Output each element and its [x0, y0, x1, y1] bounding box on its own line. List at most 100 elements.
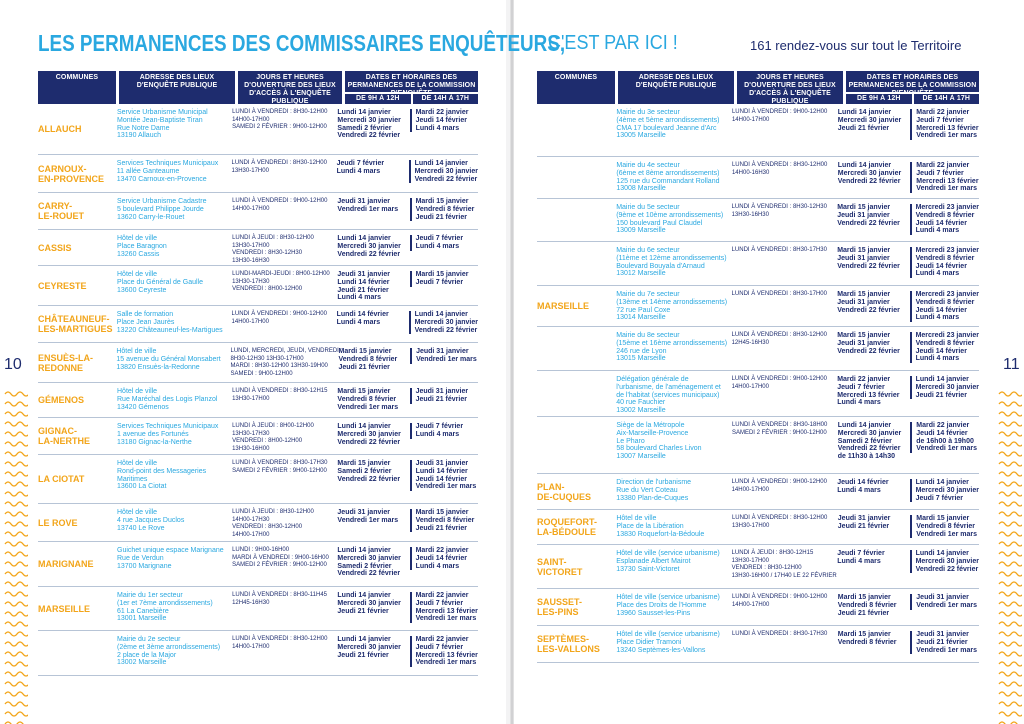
opening-hours-cell-line: LUNDI À VENDREDI : 8H30-12H00 [731, 515, 828, 521]
afternoon-dates-cell: Lundi 14 janvier Mercredi 30 janvier Jeudi… [909, 376, 979, 400]
afternoon-dates-cell-line: Vendredi 1er mars [916, 185, 977, 193]
opening-hours-cell-line: 14H00-17H00 [232, 116, 270, 123]
opening-hours-cell-line: 14H00-16H30 [731, 169, 770, 176]
morning-dates-cell-line: Mardi 15 janvier [337, 460, 391, 467]
afternoon-dates-cell-line: Vendredi 1er mars [916, 445, 977, 453]
address-cell: Hôtel de ville 4 rue Jacques Duclos 13740 … [117, 504, 232, 541]
morning-dates-cell: Lundi 14 janvier Mercredi 30 janvier Samed… [337, 542, 409, 586]
morning-dates-cell-line: Jeudi 31 janvier [837, 515, 891, 522]
commune-name: MARSEILLE [38, 587, 117, 630]
afternoon-dates-cell-line: Mercredi 23 janvier [915, 291, 979, 298]
address-cell-line: Place Didier Tramoni [616, 638, 682, 646]
table-row: CARRY- LE-ROUET Service Urbanisme Cadastre… [38, 193, 478, 230]
wave-icon [4, 531, 28, 537]
address-cell-line: (1er et 7ème arrondissements) [117, 599, 213, 607]
address-cell-line: 13380 Plan-de-Cuques [616, 494, 689, 502]
morning-dates-cell: Lundi 14 janvier Mercredi 30 janvier Samed… [838, 417, 911, 473]
address-cell-line: 13730 Saint-Victoret [616, 565, 680, 573]
table-row: MARIGNANE Guichet unique espace Marignane… [38, 542, 478, 587]
afternoon-dates-cell: Lundi 14 janvier Mercredi 30 janvier Vendr… [909, 550, 979, 574]
table-row: CARNOUX- EN-PROVENCE Services Techniques M… [38, 155, 478, 193]
commune-name [537, 242, 616, 285]
address-cell-line: de l'habitat (services municipaux) [616, 391, 720, 399]
address-cell-line: 13002 Marseille [117, 659, 167, 667]
commune-name-line: GIGNAC- [38, 426, 77, 436]
afternoon-dates-cell-line: Vendredi 22 février [414, 175, 478, 183]
morning-dates-cell-line: Lundi 14 janvier [837, 162, 892, 169]
address-cell-line: Esplanade Albert Mairot [616, 557, 691, 565]
commune-name-line: CHÂTEAUNEUF- [38, 314, 110, 324]
afternoon-dates-cell-line: Jeudi 31 janvier [416, 348, 469, 355]
afternoon-dates-cell-line: Vendredi 8 février [915, 211, 975, 219]
morning-dates-cell-line: Vendredi 22 février [837, 306, 900, 314]
opening-hours-cell: LUNDI À VENDREDI : 8H30-12H00 14H00-17H00… [232, 104, 337, 154]
opening-hours-cell-line: LUNDI À JEUDI : 8H00-12H00 [232, 423, 314, 429]
morning-dates-cell: Lundi 14 janvier Mercredi 30 janvier Vendr… [337, 418, 409, 454]
morning-dates-cell: Lundi 14 janvier Mercredi 30 janvier Samed… [337, 104, 409, 154]
opening-hours-cell-line: 13H30-17H30 [232, 278, 270, 285]
address-cell-line: Aix-Marseille-Provence [616, 429, 689, 437]
morning-dates-cell-line: Jeudi 21 février [337, 651, 389, 659]
opening-hours-cell-line: LUNDI, MERCREDI, JEUDI, VENDREDI : [230, 348, 343, 354]
address-cell-line: 15 avenue du Général Monsabert [116, 355, 221, 363]
afternoon-dates-cell-line: Mardi 15 janvier [415, 509, 469, 516]
morning-dates-cell-line: Samedi 2 février [837, 437, 892, 445]
address-cell: Hôtel de ville Rond-point des Messageries… [117, 455, 232, 503]
wave-icon [998, 641, 1022, 647]
afternoon-dates-cell-line: Vendredi 1er mars [415, 483, 477, 491]
morning-dates-cell-line: Vendredi 22 février [837, 262, 900, 270]
address-cell-line: 61 La Canebière [117, 607, 169, 615]
opening-hours-cell: LUNDI À VENDREDI : 9H00-12H00 14H00-17H00 [732, 104, 838, 156]
afternoon-dates-cell-line: Vendredi 22 février [414, 326, 478, 334]
afternoon-dates-cell-line: Jeudi 31 janvier [916, 594, 969, 601]
commune-name-line: CARNOUX- [38, 163, 87, 174]
afternoon-dates-cell-line: Jeudi 7 février [415, 423, 464, 430]
left-page-table: COMMUNES ADRESSE DES LIEUX D'ENQUÊTE PUB… [38, 71, 478, 676]
afternoon-dates-cell-line: Lundi 4 mars [915, 270, 960, 278]
address-cell-line: 13014 Marseille [616, 314, 666, 322]
wave-icon [998, 721, 1018, 724]
col-header-communes: COMMUNES [537, 71, 615, 104]
col-header-am: DE 9H À 12H [345, 94, 411, 104]
morning-dates-cell-line: Lundi 4 mars [337, 294, 381, 302]
address-cell-line: Rue Notre Dame [117, 124, 170, 132]
opening-hours-cell-line: SAMEDI : 9H00-12H00 [230, 370, 293, 377]
wave-icon [998, 511, 1022, 517]
morning-dates-cell-line: Lundi 14 janvier [337, 423, 391, 430]
afternoon-dates-cell: Mercredi 23 janvier Vendredi 8 février Jeu… [909, 247, 979, 279]
morning-dates-cell-line: Lundi 14 janvier [337, 235, 391, 242]
morning-dates-cell-line: Vendredi 22 février [337, 475, 401, 483]
afternoon-dates-cell-line: Mercredi 23 janvier [915, 204, 979, 211]
opening-hours-cell-line: 13H30-17H00 [232, 395, 270, 402]
afternoon-dates-cell-line: Jeudi 7 février [415, 278, 464, 286]
afternoon-dates-cell: Jeudi 31 janvier Jeudi 21 février Vendredi… [910, 631, 979, 655]
afternoon-dates-cell-line: Vendredi 1er mars [916, 530, 977, 538]
address-cell-line: Mairie du 3e secteur [616, 109, 680, 116]
table-row: CASSIS Hôtel de ville Place Baragnon 13260 … [38, 230, 478, 266]
wave-icon [4, 421, 28, 427]
col-header-address: ADRESSE DES LIEUX D'ENQUÊTE PUBLIQUE [618, 71, 734, 104]
opening-hours-cell-line: LUNDI À VENDREDI : 8H30-17H30 [232, 460, 328, 466]
morning-dates-cell-line: Vendredi 22 février [337, 132, 401, 140]
afternoon-dates-cell-line: Jeudi 7 février [916, 169, 964, 177]
morning-dates-cell-line: Jeudi 31 janvier [837, 298, 890, 306]
opening-hours-cell-line: LUNDI À VENDREDI : 8H30-18H00 [731, 422, 828, 428]
opening-hours-cell: LUNDI À VENDREDI : 8H30-12H00 14H00-17H00 [232, 631, 337, 675]
address-cell: Hôtel de ville (service urbanisme) Place … [616, 589, 732, 625]
commune-name [537, 157, 616, 198]
address-cell-line: 4 rue Jacques Duclos [117, 516, 185, 524]
afternoon-dates-cell-line: Lundi 4 mars [415, 242, 460, 250]
morning-dates-cell-line: Vendredi 8 février [837, 638, 897, 646]
afternoon-dates-cell-line: Vendredi 1er mars [415, 659, 477, 667]
afternoon-dates-cell-line: Jeudi 21 février [916, 638, 968, 646]
col-header-pm: DE 14H À 17H [913, 94, 979, 104]
afternoon-dates-cell-line: Jeudi 14 février [915, 306, 967, 314]
opening-hours-cell-line: MARDI À VENDREDI : 9H00-16H00 [232, 554, 329, 561]
table-row: ENSUÈS-LA- REDONNE Hôtel de ville 15 avenue… [38, 343, 478, 383]
morning-dates-cell-line: Vendredi 22 février [837, 177, 901, 185]
address-cell-line: Hôtel de ville [116, 348, 157, 355]
opening-hours-cell-line: 13H30-17H30 [232, 430, 270, 437]
address-cell-line: 125 rue du Commandant Rolland [616, 177, 720, 185]
morning-dates-cell-line: Mardi 15 janvier [837, 204, 891, 211]
wave-icon [998, 691, 1022, 697]
